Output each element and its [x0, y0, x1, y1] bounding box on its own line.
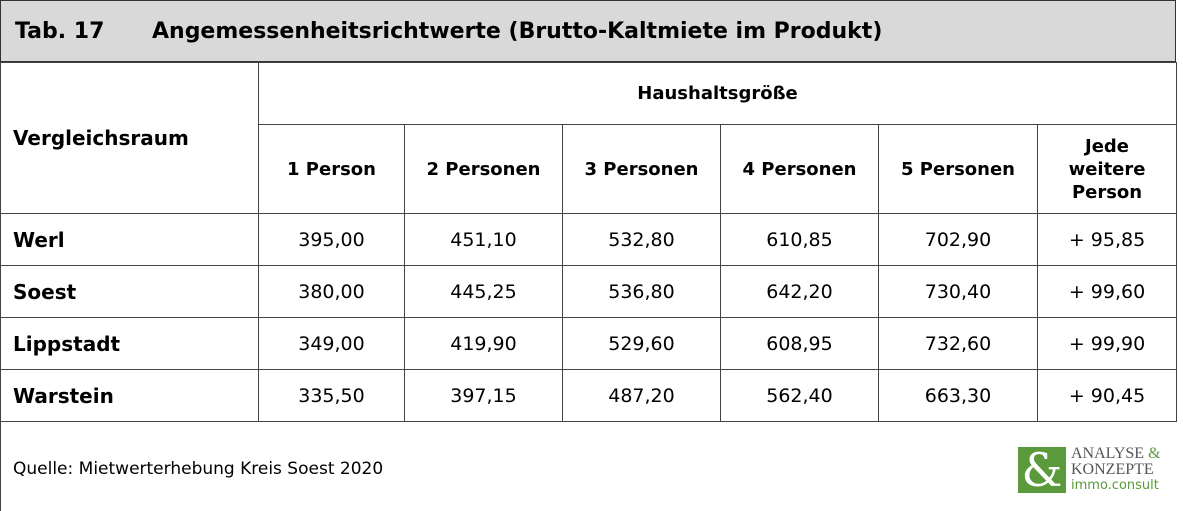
data-row: Lippstadt 349,00 419,90 529,60 608,95 732,60 +… [0, 317, 1178, 370]
table-number: Tab. 17 [15, 18, 105, 44]
region-name: Lippstadt [0, 317, 259, 370]
region-name: Warstein [0, 369, 259, 422]
value-cell: 663,30 [878, 369, 1038, 422]
value-cell: 732,60 [878, 317, 1038, 370]
data-row: Warstein 335,50 397,15 487,20 562,40 663,30 + … [0, 369, 1178, 422]
logo: & ANALYSE & KONZEPTE immo.consult [1018, 446, 1161, 494]
value-cell: 702,90 [878, 213, 1038, 266]
value-cell: 642,20 [720, 265, 879, 318]
logo-word: ANALYSE [1071, 445, 1145, 462]
table-title: Angemessenheitsrichtwerte (Brutto-Kaltmi… [152, 18, 883, 44]
source-note: Quelle: Mietwerterhebung Kreis Soest 202… [13, 459, 384, 479]
logo-symbol: & [1018, 447, 1066, 493]
footer: Quelle: Mietwerterhebung Kreis Soest 202… [0, 421, 1177, 511]
column-header-row: 1 Person 2 Personen 3 Personen 4 Personen 5 … [1, 124, 1178, 214]
value-cell: 532,80 [562, 213, 721, 266]
value-cell: 536,80 [562, 265, 721, 318]
value-cell: 445,25 [404, 265, 563, 318]
value-cell: 608,95 [720, 317, 879, 370]
logo-text: ANALYSE & KONZEPTE immo.consult [1071, 446, 1161, 494]
value-cell: 397,15 [404, 369, 563, 422]
value-cell: 562,40 [720, 369, 879, 422]
value-cell: + 99,90 [1036, 317, 1178, 370]
value-cell: 730,40 [878, 265, 1038, 318]
group-header: Haushaltsgröße [257, 62, 1178, 125]
column-header: 2 Personen [404, 124, 563, 214]
value-cell: + 90,45 [1036, 369, 1178, 422]
column-header: 1 Person [258, 124, 405, 214]
value-cell: 451,10 [404, 213, 563, 266]
value-cell: + 99,60 [1036, 265, 1178, 318]
logo-line: KONZEPTE [1071, 461, 1154, 478]
logo-amp: & [1148, 445, 1161, 462]
region-name: Soest [0, 265, 259, 318]
value-cell: 335,50 [258, 369, 405, 422]
value-cell: 419,90 [404, 317, 563, 370]
value-cell: + 95,85 [1036, 213, 1178, 266]
logo-line: immo.consult [1071, 478, 1159, 493]
row-header: Vergleichsraum [0, 62, 259, 214]
value-cell: 610,85 [720, 213, 879, 266]
value-cell: 395,00 [258, 213, 405, 266]
value-cell: 349,00 [258, 317, 405, 370]
header-row: Vergleichsraum Haushaltsgröße [0, 62, 1178, 214]
region-name: Werl [0, 213, 259, 266]
column-header: 4 Personen [720, 124, 879, 214]
value-cell: 487,20 [562, 369, 721, 422]
title-bar: Tab. 17 Angemessenheitsrichtwerte (Brutt… [0, 0, 1176, 62]
column-header: 3 Personen [562, 124, 721, 214]
column-header: 5 Personen [878, 124, 1038, 214]
logo-line: ANALYSE & [1071, 446, 1161, 462]
value-cell: 380,00 [258, 265, 405, 318]
value-cell: 529,60 [562, 317, 721, 370]
data-row: Werl 395,00 451,10 532,80 610,85 702,90 + 95,8… [0, 213, 1178, 266]
data-row: Soest 380,00 445,25 536,80 642,20 730,40 + 99,… [0, 265, 1178, 318]
column-header: Jede weitere Person [1036, 124, 1178, 214]
rent-table: Vergleichsraum Haushaltsgröße 1 Person 2 … [0, 62, 1178, 422]
